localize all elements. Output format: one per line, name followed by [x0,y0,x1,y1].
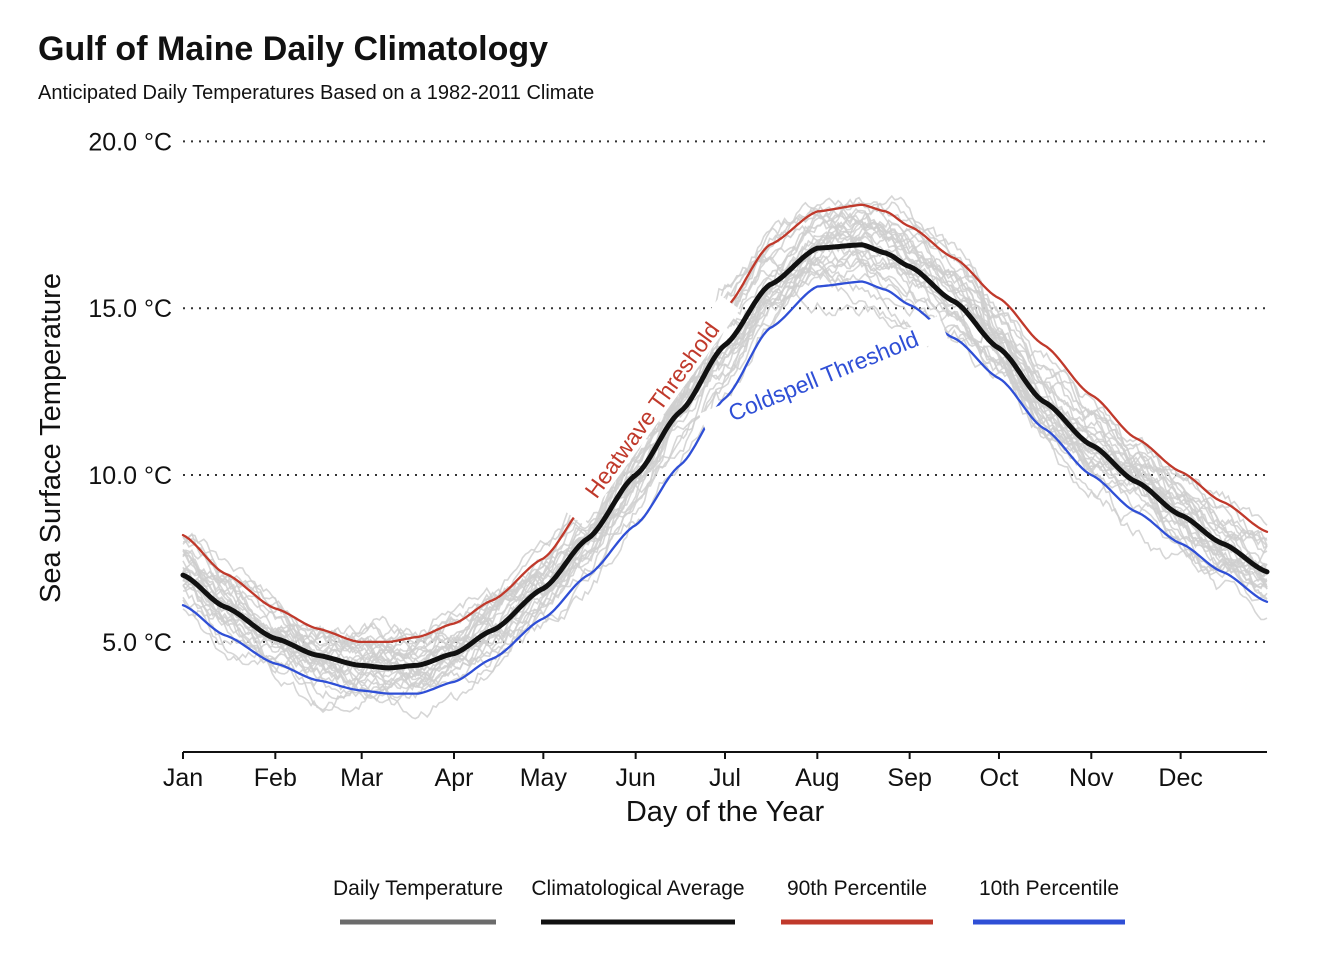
x-tick-label: Nov [1069,764,1114,792]
daily-temperature-line [182,201,1268,658]
y-axis-title: Sea Surface Temperature [35,273,67,603]
y-axis-ticks: 5.0 °C 10.0 °C 15.0 °C 20.0 °C [88,128,172,657]
x-tick-label: Mar [340,764,383,792]
x-axis-ticks: Jan Feb Mar Apr May Jun Jul Aug Sep Oct Nov Dec [163,752,1203,792]
x-tick-label: Feb [254,764,297,792]
legend: Daily Temperature Climatological Average 9… [333,877,1125,925]
daily-temperature-line [182,270,1268,700]
daily-temperature-line [182,209,1268,681]
y-tick-label: 20.0 °C [88,128,172,156]
y-tick-label: 15.0 °C [88,295,172,323]
legend-label: Climatological Average [531,877,744,900]
percentile-10-line [181,280,1269,695]
legend-label: Daily Temperature [333,877,503,900]
threshold-annotation: Coldspell Threshold [725,325,923,426]
daily-temperature-line [182,215,1268,647]
chart-subtitle: Anticipated Daily Temperatures Based on … [38,82,595,104]
x-tick-label: Jan [163,764,203,792]
daily-temperature-line [182,257,1268,706]
x-tick-label: Sep [887,764,931,792]
daily-temperature-line [182,243,1268,714]
daily-temperature-line [182,219,1268,682]
annotation-knockout [698,315,948,437]
daily-temperature-line [182,262,1268,720]
climatological-average-line [180,242,1270,671]
y-tick-label: 5.0 °C [102,629,172,657]
x-tick-label: Oct [980,764,1019,792]
legend-label: 90th Percentile [787,877,927,900]
x-tick-label: Apr [435,764,474,792]
x-tick-label: May [520,764,568,792]
x-tick-label: Dec [1158,764,1202,792]
daily-temperature-line [182,197,1268,664]
x-axis-title: Day of the Year [626,796,825,828]
x-tick-label: Jun [616,764,656,792]
chart-title: Gulf of Maine Daily Climatology [38,30,549,68]
x-tick-label: Aug [795,764,839,792]
y-tick-label: 10.0 °C [88,462,172,490]
grid-layer [183,140,1267,643]
daily-temperature-line [182,257,1268,698]
legend-label: 10th Percentile [979,877,1119,900]
annotation-knockout [564,295,740,525]
x-tick-label: Jul [709,764,741,792]
